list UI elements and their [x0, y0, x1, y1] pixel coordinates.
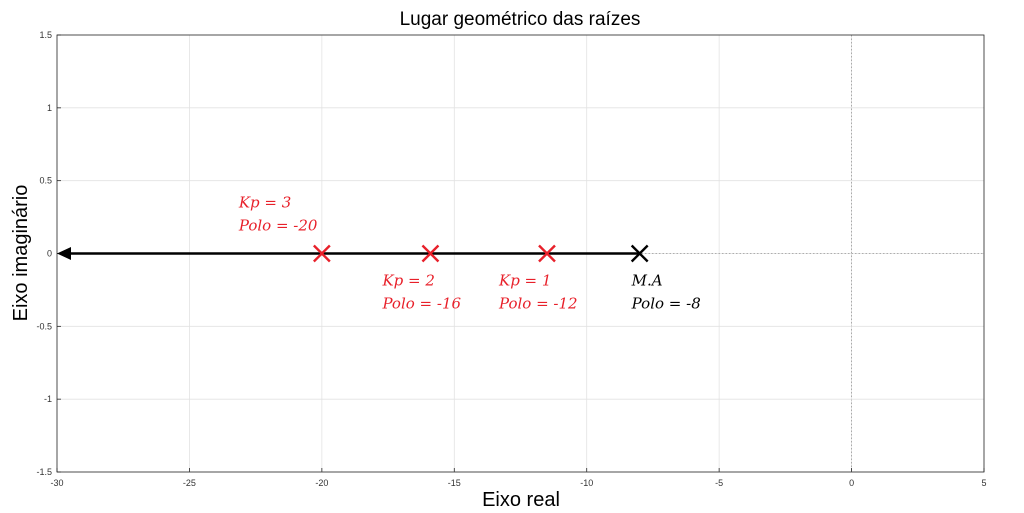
pole-annotation: M.A — [631, 272, 663, 290]
pole-x-stroke — [313, 244, 331, 263]
pole-annotation: Polo = -20 — [238, 217, 318, 235]
pole-annotation: Polo = -16 — [381, 295, 461, 313]
y-tick-label: -1.5 — [36, 467, 52, 477]
x-tick-label: -30 — [50, 478, 63, 488]
x-tick-label: -20 — [315, 478, 328, 488]
tick-labels: -30 -25 -20 -15 -10 -5 0 5 -1.5 -1 -0.5 0 0.5 1 1.5 — [36, 30, 986, 488]
y-tick-label: 1 — [47, 103, 52, 113]
y-tick-label: 0 — [47, 249, 52, 259]
x-tick-label: 5 — [981, 478, 986, 488]
y-axis-label: Eixo imaginário — [10, 185, 32, 322]
chart-title: Lugar geométrico das raízes — [400, 9, 641, 30]
pole-annotation: Polo = -8 — [631, 295, 701, 313]
x-tick-label: -25 — [183, 478, 196, 488]
x-axis-label: Eixo real — [482, 489, 560, 511]
pole-marker — [538, 244, 556, 263]
y-tick-label: 1.5 — [39, 30, 52, 40]
pole-annotation: Kp = 2 — [381, 272, 434, 290]
chart-marks: M.A Polo = -8 Kp = 1 Polo = -12 Kp = 2 Polo =… — [57, 194, 701, 313]
pole-x-stroke — [538, 244, 556, 263]
x-tick-label: -5 — [715, 478, 723, 488]
y-tick-label: -0.5 — [36, 321, 52, 331]
x-tick-label: -15 — [448, 478, 461, 488]
pole-x-stroke — [421, 244, 440, 263]
pole-marker — [421, 244, 440, 263]
x-tick-label: -10 — [580, 478, 593, 488]
pole-annotation: Kp = 3 — [238, 194, 291, 212]
pole-marker — [630, 244, 649, 263]
y-tick-label: 0.5 — [39, 176, 52, 186]
locus-arrowhead — [57, 247, 71, 260]
pole-marker — [313, 244, 331, 263]
pole-x-stroke — [630, 244, 649, 263]
x-tick-label: 0 — [849, 478, 854, 488]
pole-annotation: Kp = 1 — [498, 272, 551, 290]
pole-annotation: Polo = -12 — [498, 295, 578, 313]
y-tick-label: -1 — [44, 394, 52, 404]
